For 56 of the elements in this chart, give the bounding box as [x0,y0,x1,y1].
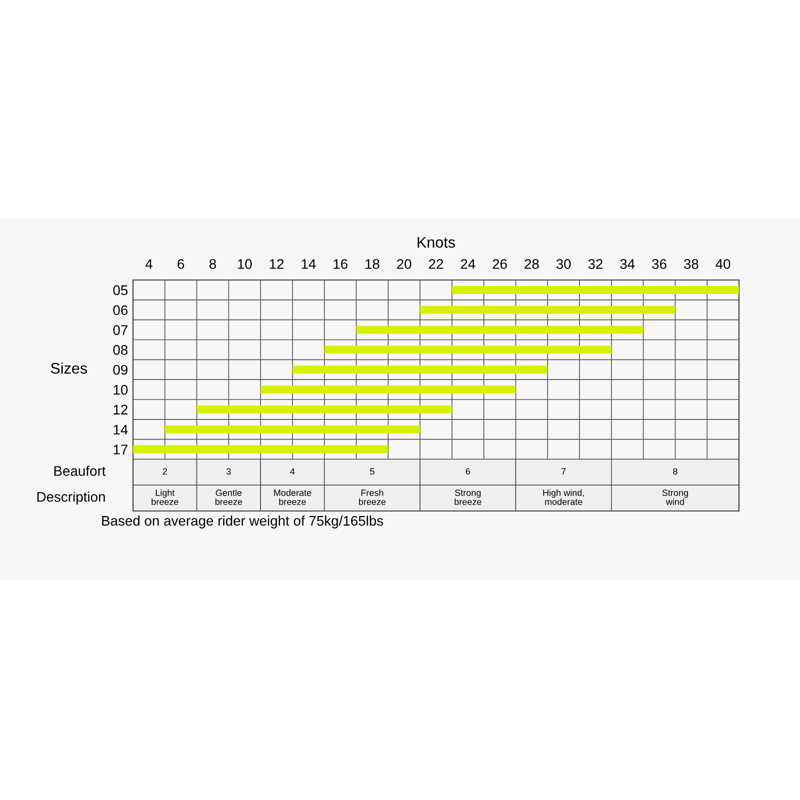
y-tick-label: 10 [114,384,128,395]
x-tick-label: 38 [684,259,698,269]
bar [164,425,420,434]
bar [260,386,516,394]
x-tick-label: 12 [270,259,284,269]
x-axis-title: Knots [418,237,455,248]
text: Based on average rider weight of 75kg/165lbs [102,516,384,528]
y-tick-label: 08 [113,345,128,355]
x-tick-label: 20 [397,259,412,269]
x-tick-label: 40 [716,259,730,269]
text: Strong wind [662,490,688,506]
band-label: 4 [290,468,295,475]
x-tick-label: 24 [460,259,476,269]
x-tick-label: 10 [238,259,252,269]
x-tick-label: 18 [366,259,380,269]
text: Moderate breeze [274,489,312,506]
band-label: 8 [673,468,678,475]
x-tick-label: 26 [492,259,507,269]
x-tick-label: 4 [145,259,152,269]
y-tick-label: 06 [113,305,128,316]
band-label: 7 [562,468,566,475]
y-axis-title: Sizes [50,362,87,374]
x-tick-label: 30 [556,259,571,269]
band-label: 5 [370,468,374,475]
band-label: 2 [162,468,167,475]
bar [133,445,388,454]
bar [452,286,739,294]
x-tick-label: 8 [209,259,216,269]
text: Beaufort [54,466,106,476]
x-tick-label: 32 [588,259,602,269]
bar [324,346,612,354]
bar [292,366,548,374]
text: Description [37,492,105,505]
band-label: 6 [466,468,470,475]
x-tick-label: 36 [652,259,666,269]
y-tick-label: 07 [113,325,128,335]
text: Light breeze [152,489,178,506]
band-label: 3 [226,468,231,475]
x-tick-label: 22 [428,259,444,269]
y-tick-label: 17 [114,444,128,454]
y-tick-label: 14 [114,424,128,434]
x-tick-label: 34 [620,259,635,269]
text: Fresh breeze [358,489,386,506]
y-tick-label: 09 [113,364,128,375]
x-tick-label: 14 [302,259,316,269]
y-tick-label: 05 [113,285,128,296]
bar [420,306,676,314]
text: High wind, moderate [543,489,584,506]
text: Strong breeze [454,490,482,506]
y-tick-label: 12 [114,404,128,414]
bar [196,405,452,414]
text: Gentle breeze [215,489,242,506]
x-tick-label: 28 [524,259,539,269]
x-tick-label: 16 [334,259,348,269]
bar [356,326,644,334]
x-tick-label: 6 [178,259,184,269]
